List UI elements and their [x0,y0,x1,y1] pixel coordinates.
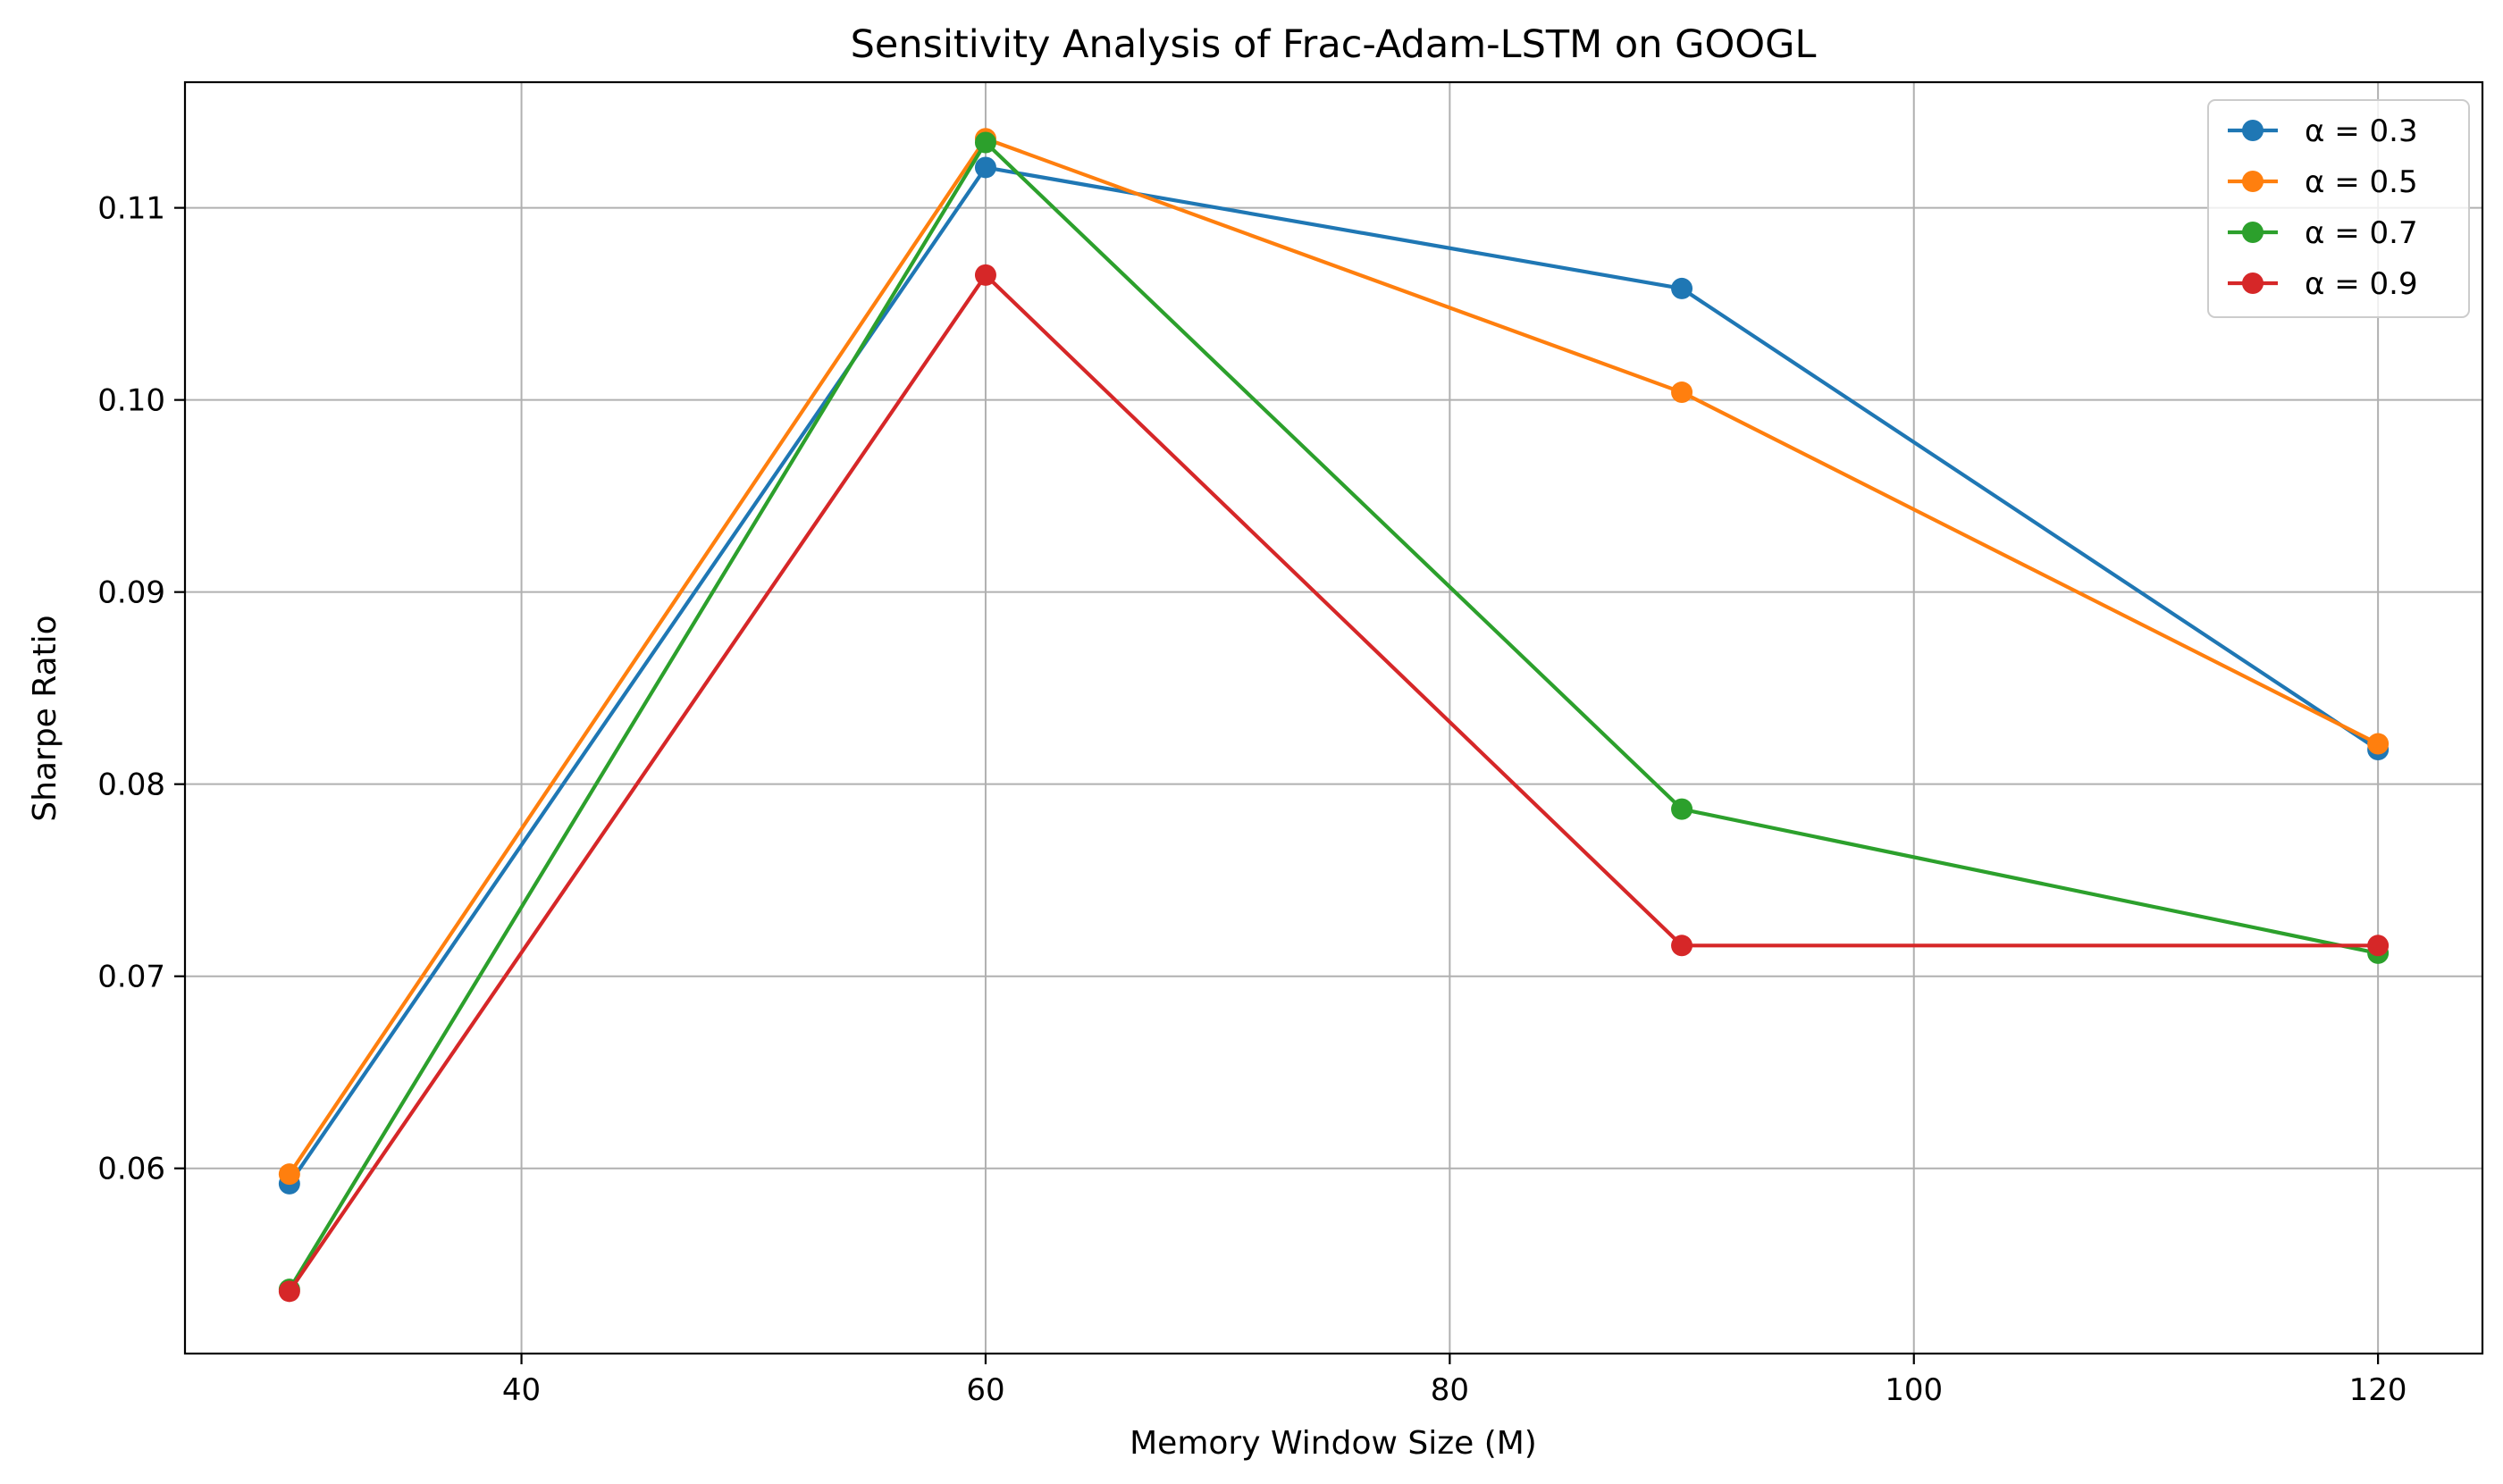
series-line [288,165,2380,1186]
series-4 [278,264,2390,1303]
data-point [974,264,996,286]
x-tick-label: 100 [1885,1372,1943,1408]
legend-label: α = 0.9 [2305,266,2418,302]
y-tick-label: 0.07 [97,960,165,995]
x-tick-label: 120 [2349,1372,2407,1408]
data-point [974,156,996,179]
y-tick-label: 0.10 [97,383,165,419]
legend-marker [2242,272,2264,294]
legend-entry: α = 0.3 [2228,113,2418,149]
legend-entry: α = 0.5 [2228,164,2418,200]
y-tick-label: 0.06 [97,1152,165,1187]
data-point [1671,935,1693,957]
series-line [288,140,2379,1291]
legend-entry: α = 0.7 [2228,215,2418,251]
x-tick-label: 80 [1431,1372,1469,1408]
legend-marker [2242,171,2264,192]
data-point [278,1280,300,1303]
legend-label: α = 0.5 [2305,164,2418,200]
data-point [2367,733,2390,755]
legend-items: α = 0.3 α = 0.5 α = 0.7 α = 0.9 [2228,113,2418,302]
x-tick-label: 60 [966,1372,1004,1408]
legend-label: α = 0.3 [2305,113,2418,149]
x-axis-ticks: 40 60 80 100 120 [502,1354,2407,1408]
y-axis-label: Sharpe Ratio [27,615,63,821]
data-point [278,1163,300,1186]
chart-title: Sensitivity Analysis of Frac-Adam-LSTM o… [851,22,1817,67]
data-point [1671,798,1693,820]
legend-marker [2242,222,2264,243]
series-line [288,272,2379,1293]
y-tick-label: 0.09 [97,575,165,611]
legend-box [2207,99,2470,318]
x-axis-label: Memory Window Size (M) [1130,1425,1537,1462]
y-axis-ticks: 0.06 0.07 0.08 0.09 0.10 0.11 [97,191,185,1187]
data-point [1671,381,1693,404]
grid-lines [185,82,2482,1354]
plot-area-frame [183,80,2484,1355]
legend: α = 0.3 α = 0.5 α = 0.7 α = 0.9 [2207,99,2470,318]
series-lines [278,128,2390,1303]
y-tick-label: 0.11 [97,191,165,227]
x-tick-label: 40 [502,1372,541,1408]
y-tick-label: 0.08 [97,767,165,803]
legend-entry: α = 0.9 [2228,266,2418,302]
data-point [2367,935,2390,957]
data-point [974,131,996,154]
series-line [288,137,2380,1176]
data-point [1671,277,1693,299]
legend-label: α = 0.7 [2305,215,2418,251]
legend-marker [2242,120,2264,141]
